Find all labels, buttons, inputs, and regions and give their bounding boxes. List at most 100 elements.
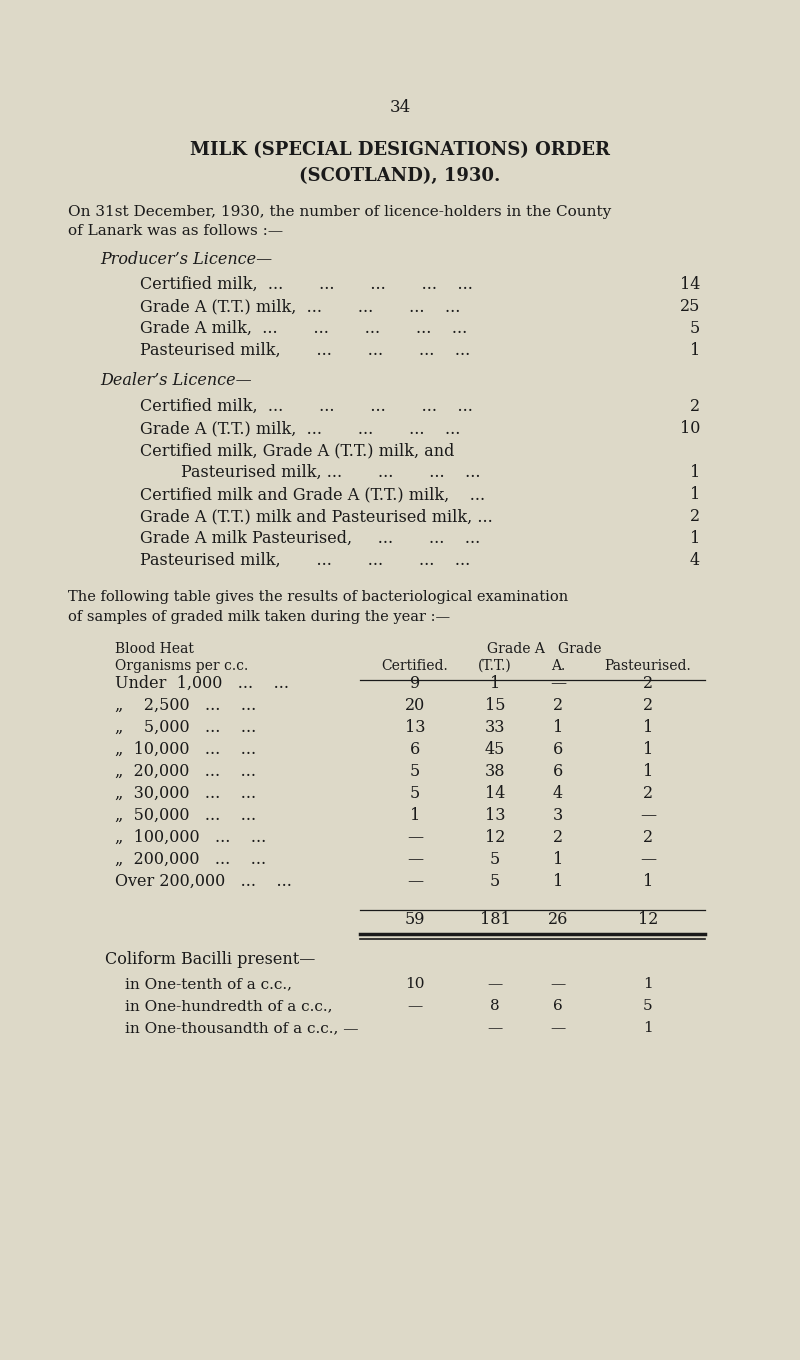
Text: 1: 1 — [643, 873, 653, 889]
Text: 10: 10 — [406, 976, 425, 991]
Text: Certified milk,  ...       ...       ...       ...    ...: Certified milk, ... ... ... ... ... — [140, 398, 483, 415]
Text: 1: 1 — [690, 341, 700, 359]
Text: 9: 9 — [410, 675, 420, 692]
Text: 38: 38 — [485, 763, 506, 781]
Text: 1: 1 — [690, 486, 700, 503]
Text: Grade A milk,  ...       ...       ...       ...    ...: Grade A milk, ... ... ... ... ... — [140, 320, 478, 337]
Text: 2: 2 — [690, 398, 700, 415]
Text: „  20,000   ...    ...: „ 20,000 ... ... — [115, 763, 256, 781]
Text: 2: 2 — [643, 696, 653, 714]
Text: 34: 34 — [390, 99, 410, 116]
Text: Certified.: Certified. — [382, 660, 448, 673]
Text: Grade A (T.T.) milk,  ...       ...       ...    ...: Grade A (T.T.) milk, ... ... ... ... — [140, 420, 470, 437]
Text: 4: 4 — [690, 552, 700, 568]
Text: Pasteurised milk,       ...       ...       ...    ...: Pasteurised milk, ... ... ... ... — [140, 341, 481, 359]
Text: „  50,000   ...    ...: „ 50,000 ... ... — [115, 806, 256, 824]
Text: On 31st December, 1930, the number of licence-holders in the County: On 31st December, 1930, the number of li… — [68, 205, 611, 219]
Text: „  100,000   ...    ...: „ 100,000 ... ... — [115, 830, 266, 846]
Text: —: — — [487, 976, 502, 991]
Text: (T.T.): (T.T.) — [478, 660, 512, 673]
Text: 20: 20 — [405, 696, 425, 714]
Text: —: — — [550, 1021, 566, 1035]
Text: 1: 1 — [410, 806, 420, 824]
Text: MILK (SPECIAL DESIGNATIONS) ORDER: MILK (SPECIAL DESIGNATIONS) ORDER — [190, 141, 610, 159]
Text: 6: 6 — [553, 1000, 563, 1013]
Text: 33: 33 — [485, 719, 506, 736]
Text: 6: 6 — [553, 763, 563, 781]
Text: 2: 2 — [690, 509, 700, 525]
Text: 14: 14 — [680, 276, 700, 292]
Text: 5: 5 — [643, 1000, 653, 1013]
Text: Certified milk and Grade A (T.T.) milk,    ...: Certified milk and Grade A (T.T.) milk, … — [140, 486, 495, 503]
Text: 181: 181 — [480, 911, 510, 928]
Text: 4: 4 — [553, 785, 563, 802]
Text: Under  1,000   ...    ...: Under 1,000 ... ... — [115, 675, 289, 692]
Text: 15: 15 — [485, 696, 506, 714]
Text: Coliform Bacilli present—: Coliform Bacilli present— — [105, 951, 315, 968]
Text: 5: 5 — [690, 320, 700, 337]
Text: Grade A (T.T.) milk,  ...       ...       ...    ...: Grade A (T.T.) milk, ... ... ... ... — [140, 298, 470, 316]
Text: Over 200,000   ...    ...: Over 200,000 ... ... — [115, 873, 292, 889]
Text: Producer’s Licence—: Producer’s Licence— — [100, 252, 272, 268]
Text: in One-thousandth of a c.c., —: in One-thousandth of a c.c., — — [125, 1021, 358, 1035]
Text: 2: 2 — [643, 830, 653, 846]
Text: 1: 1 — [553, 873, 563, 889]
Text: 3: 3 — [553, 806, 563, 824]
Text: 14: 14 — [485, 785, 505, 802]
Text: 26: 26 — [548, 911, 568, 928]
Text: —: — — [407, 1000, 422, 1013]
Text: —: — — [487, 1021, 502, 1035]
Text: Blood Heat: Blood Heat — [115, 642, 194, 656]
Text: 5: 5 — [490, 873, 500, 889]
Text: 1: 1 — [643, 763, 653, 781]
Text: 2: 2 — [643, 785, 653, 802]
Text: Pasteurised milk,       ...       ...       ...    ...: Pasteurised milk, ... ... ... ... — [140, 552, 481, 568]
Text: „    2,500   ...    ...: „ 2,500 ... ... — [115, 696, 256, 714]
Text: „    5,000   ...    ...: „ 5,000 ... ... — [115, 719, 256, 736]
Text: (SCOTLAND), 1930.: (SCOTLAND), 1930. — [299, 167, 501, 185]
Text: Pasteurised.: Pasteurised. — [605, 660, 691, 673]
Text: —: — — [640, 851, 656, 868]
Text: 1: 1 — [553, 719, 563, 736]
Text: 59: 59 — [405, 911, 426, 928]
Text: 8: 8 — [490, 1000, 500, 1013]
Text: 12: 12 — [485, 830, 505, 846]
Text: 2: 2 — [553, 696, 563, 714]
Text: 1: 1 — [643, 1021, 653, 1035]
Text: 12: 12 — [638, 911, 658, 928]
Text: —: — — [550, 675, 566, 692]
Text: 6: 6 — [410, 741, 420, 758]
Text: Certified milk,  ...       ...       ...       ...    ...: Certified milk, ... ... ... ... ... — [140, 276, 483, 292]
Text: Grade A milk Pasteurised,     ...       ...    ...: Grade A milk Pasteurised, ... ... ... — [140, 530, 490, 547]
Text: Dealer’s Licence—: Dealer’s Licence— — [100, 373, 252, 389]
Text: —: — — [640, 806, 656, 824]
Text: „  30,000   ...    ...: „ 30,000 ... ... — [115, 785, 256, 802]
Text: 2: 2 — [553, 830, 563, 846]
Text: „  10,000   ...    ...: „ 10,000 ... ... — [115, 741, 256, 758]
Text: Grade A (T.T.) milk and Pasteurised milk, ...: Grade A (T.T.) milk and Pasteurised milk… — [140, 509, 503, 525]
Text: 1: 1 — [690, 530, 700, 547]
Text: 10: 10 — [680, 420, 700, 437]
Text: —: — — [550, 976, 566, 991]
Text: 25: 25 — [680, 298, 700, 316]
Text: 2: 2 — [643, 675, 653, 692]
Text: of Lanark was as follows :—: of Lanark was as follows :— — [68, 224, 283, 238]
Text: —: — — [407, 830, 423, 846]
Text: Certified milk, Grade A (T.T.) milk, and: Certified milk, Grade A (T.T.) milk, and — [140, 442, 454, 460]
Text: 13: 13 — [405, 719, 426, 736]
Text: 6: 6 — [553, 741, 563, 758]
Text: 5: 5 — [410, 763, 420, 781]
Text: of samples of graded milk taken during the year :—: of samples of graded milk taken during t… — [68, 611, 450, 624]
Text: 1: 1 — [643, 976, 653, 991]
Text: 5: 5 — [490, 851, 500, 868]
Text: in One-tenth of a c.c.,: in One-tenth of a c.c., — [125, 976, 292, 991]
Text: Organisms per c.c.: Organisms per c.c. — [115, 660, 248, 673]
Text: —: — — [407, 873, 423, 889]
Text: —: — — [407, 851, 423, 868]
Text: 1: 1 — [553, 851, 563, 868]
Text: 45: 45 — [485, 741, 505, 758]
Text: 13: 13 — [485, 806, 506, 824]
Text: A.: A. — [551, 660, 565, 673]
Text: „  200,000   ...    ...: „ 200,000 ... ... — [115, 851, 266, 868]
Text: 1: 1 — [490, 675, 500, 692]
